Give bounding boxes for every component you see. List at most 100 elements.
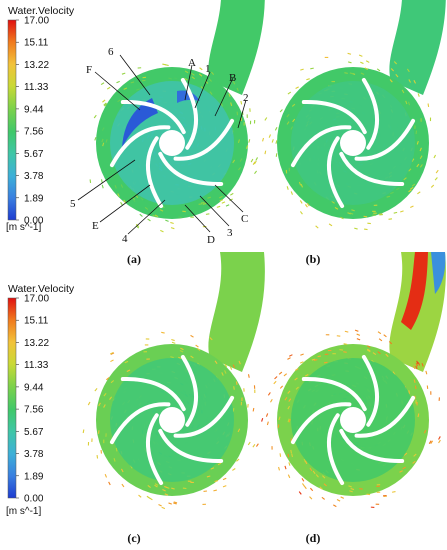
impeller-blade [158,151,224,186]
velocity-vector [413,80,416,84]
impeller-blade [290,402,352,445]
velocity-vector [299,361,304,364]
velocity-vector [310,67,314,70]
velocity-vector [239,158,243,162]
velocity-vector [171,338,175,342]
legend-tick-label: 3.78 [24,171,44,182]
velocity-vector [289,354,293,357]
legend-ticks: 17.00 15.11 13.22 11.33 9.44 7.56 5.67 3.78 1.89… [16,16,49,227]
velocity-vector [126,369,131,372]
impeller-blade [145,413,164,486]
velocity-vector [203,199,208,202]
impeller-hub [159,407,185,433]
velocity-vector [414,385,417,390]
velocity-vector [415,362,419,367]
impeller-blade [173,118,235,161]
impeller-hub [159,130,185,156]
velocity-vector [388,218,393,220]
velocity-vector [347,61,352,64]
velocity-vector [147,485,151,488]
velocity-vector [255,157,259,161]
velocity-vector [277,424,280,428]
velocity-vector [321,496,325,500]
callout-leaders [77,54,247,235]
velocity-vector [287,474,291,479]
velocity-vector [309,496,313,500]
velocity-vector [232,364,236,369]
velocity-vector [438,436,441,440]
velocity-vector [214,360,218,364]
velocity-vector [101,127,105,131]
velocity-vector [235,381,238,386]
velocity-vector [304,204,308,208]
impeller-blade [339,151,405,186]
velocity-vector [116,80,120,84]
legend-tick-label: 11.33 [24,360,49,371]
legend-tick-label: 15.11 [24,38,49,49]
velocity-vector [247,374,250,378]
velocity-vector [278,416,281,421]
legend-tick-label: 1.89 [24,471,44,482]
velocity-vector [117,193,120,197]
velocity-vector [377,351,381,355]
caption-d: (d) [306,531,321,545]
velocity-vector [109,352,114,355]
velocity-vector [304,373,309,377]
velocity-vector [168,77,172,80]
velocity-vector [388,341,393,345]
legend-title: Water.Velocity [8,283,75,295]
velocity-vector [383,334,387,338]
velocity-vector [120,184,124,188]
velocity-vector [421,362,424,367]
velocity-vector [403,177,407,181]
velocity-vector [219,195,223,199]
velocity-vector [248,139,251,143]
legend-tick-label: 0.00 [24,216,44,227]
velocity-vector [160,229,164,233]
impeller-blade [301,377,367,412]
velocity-vector [301,483,305,487]
impeller-blade [158,428,224,463]
caption-c: (c) [127,531,140,545]
velocity-vector [358,54,363,57]
callout-F: F [86,64,92,76]
velocity-vector [340,216,344,220]
velocity-vector [233,386,235,390]
velocity-vector [106,86,111,90]
velocity-vector [109,396,113,400]
velocity-vector [291,103,296,107]
velocity-vector [349,212,354,215]
velocity-vector [312,470,316,475]
velocity-vector [219,199,224,202]
legend-tick-label: 0.00 [24,494,44,505]
impeller-hub [340,130,366,156]
velocity-vector [264,117,268,121]
velocity-vector [178,216,182,219]
velocity-vector [408,189,412,193]
velocity-vector [202,203,207,205]
velocity-vector [171,487,175,490]
velocity-vector [291,453,293,458]
velocity-vector [434,177,438,181]
callout-A: A [188,57,196,69]
velocity-vector [232,159,236,164]
impeller-blade [354,395,416,438]
velocity-vector [255,443,259,447]
velocity-vector [213,489,217,492]
velocity-vector [170,221,174,225]
velocity-vector [315,474,319,478]
velocity-vector [300,353,304,356]
velocity-vector [366,348,371,352]
velocity-vector [184,77,188,81]
velocity-vector [435,169,439,174]
velocity-vector [290,126,294,130]
velocity-vector [247,441,251,446]
velocity-vector [121,72,126,75]
impeller-blade [301,100,367,135]
velocity-vector [356,338,361,341]
velocity-vector [207,196,211,199]
velocity-vector [224,370,227,374]
velocity-vector [416,140,419,145]
velocity-vector [356,333,361,336]
velocity-vector [284,465,287,470]
